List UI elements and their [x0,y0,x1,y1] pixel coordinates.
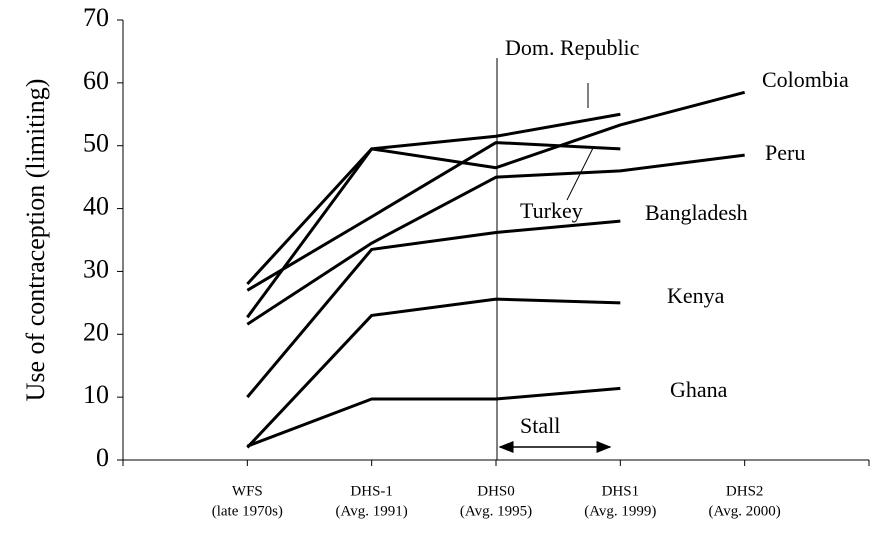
y-tick-label: 60 [83,66,109,95]
x-tick-label: (Avg. 1991) [336,503,408,519]
series-label: Dom. Republic [505,35,640,60]
y-tick-label: 0 [96,443,109,472]
y-tick-label: 10 [83,380,109,409]
x-tick-label: DHS0 [477,483,515,499]
y-tick-label: 50 [83,129,109,158]
series-line [246,90,746,319]
series-label: Peru [765,140,805,165]
series-label: Colombia [762,67,849,92]
series-label: Turkey [520,198,583,223]
series-line [246,386,621,448]
series-label: Ghana [670,377,728,402]
x-tick-label: (Avg. 2000) [709,503,781,519]
y-tick-label: 20 [83,317,109,346]
x-tick-label: DHS1 [602,483,640,499]
x-tick-label: (late 1970s) [212,503,283,519]
x-tick-label: WFS [232,483,263,499]
series-line [246,153,745,326]
series-label: Bangladesh [645,200,748,225]
y-tick-label: 70 [83,3,109,32]
series-line [246,112,621,286]
series-line [246,297,621,449]
x-tick-label: DHS2 [726,483,764,499]
series-line [246,219,621,399]
series-label: Kenya [667,283,725,308]
annotation: Stall [520,413,560,438]
y-axis-label: Use of contraception (limiting) [21,79,50,402]
x-tick-label: (Avg. 1999) [584,503,656,519]
y-tick-label: 30 [83,254,109,283]
x-tick-label: DHS-1 [350,483,393,499]
y-tick-label: 40 [83,192,109,221]
x-tick-label: (Avg. 1995) [460,503,532,519]
